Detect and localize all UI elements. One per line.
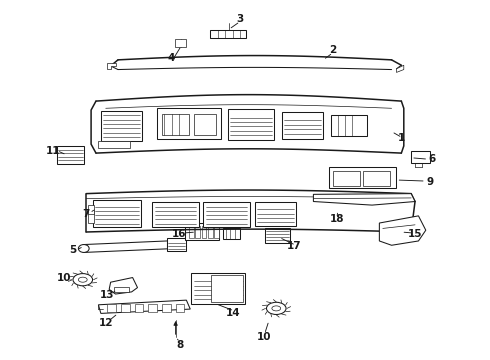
Text: 13: 13 [100,291,115,301]
Bar [175,304,184,312]
Polygon shape [98,300,190,314]
Bar [211,275,243,302]
Bar [88,209,94,223]
Text: 12: 12 [98,318,113,328]
Ellipse shape [267,302,286,315]
Bar [210,31,246,39]
Bar [331,115,367,136]
Text: 6: 6 [428,154,435,164]
Bar [208,226,213,238]
Bar [189,226,194,238]
Bar [191,273,245,304]
Bar [167,238,186,251]
Text: 18: 18 [330,215,344,224]
Text: 1: 1 [398,133,405,143]
Text: 10: 10 [57,273,72,283]
Polygon shape [314,194,415,205]
Bar [333,171,360,186]
Text: 2: 2 [329,45,337,55]
Polygon shape [379,216,426,245]
Bar [282,112,323,139]
Bar [255,202,296,226]
Bar [201,226,206,238]
Bar [203,202,250,227]
Bar [148,304,157,312]
Bar [185,223,219,240]
Polygon shape [109,278,138,294]
Text: 11: 11 [46,145,61,156]
Ellipse shape [78,244,89,252]
Ellipse shape [73,274,93,286]
Text: 7: 7 [82,209,90,219]
Bar [214,226,219,238]
Text: 4: 4 [167,53,174,63]
Text: 16: 16 [172,229,187,239]
Bar [174,40,186,47]
Bar [195,226,200,238]
Bar [411,151,430,163]
Bar [223,228,240,239]
Ellipse shape [272,306,281,311]
Bar [194,114,216,135]
Bar [162,304,171,312]
Text: 15: 15 [408,229,422,239]
Bar [135,304,144,312]
Text: 3: 3 [237,14,244,24]
Bar [152,202,198,227]
Bar [329,167,396,188]
Bar [57,146,84,164]
Bar [121,304,130,312]
Bar [363,171,390,186]
Text: 14: 14 [225,308,240,318]
Bar [98,141,130,148]
Bar [101,111,143,141]
Bar [162,114,189,135]
Polygon shape [107,63,116,69]
Text: 5: 5 [70,245,76,255]
Bar [265,228,290,243]
Bar [228,109,274,140]
Text: 10: 10 [257,332,272,342]
Ellipse shape [78,277,87,282]
Polygon shape [396,65,404,72]
Bar [157,108,220,139]
Bar [88,205,94,214]
Bar [93,201,142,227]
Bar [107,304,116,312]
Text: 8: 8 [176,340,184,350]
Text: 9: 9 [426,177,433,187]
Text: 17: 17 [287,241,301,251]
Bar [114,287,129,292]
